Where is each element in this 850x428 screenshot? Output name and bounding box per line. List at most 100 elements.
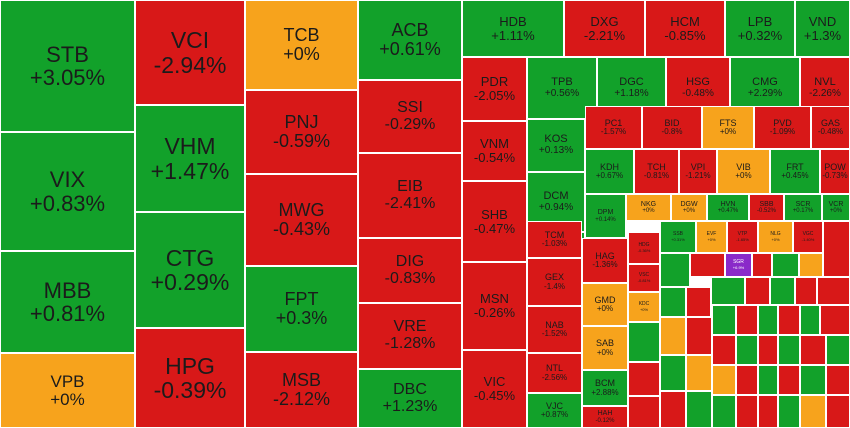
tile-change: +1.11% — [491, 27, 535, 43]
heatmap-tile-nlg[interactable]: NLG +0% — [758, 221, 793, 253]
heatmap-tile-nab[interactable]: NAB -1.52% — [527, 306, 582, 353]
heatmap-tile-hdb[interactable]: HDB +1.11% — [462, 0, 564, 57]
heatmap-tile-kdc[interactable]: KDC +0% — [628, 292, 660, 322]
tile-ticker: HAG — [595, 250, 615, 261]
heatmap-tile-dbc[interactable]: DBC +1.23% — [358, 369, 462, 428]
heatmap-tile-vix[interactable]: VIX +0.83% — [0, 132, 135, 251]
heatmap-minor-tile — [778, 335, 800, 365]
heatmap-tile-tpb[interactable]: TPB +0.56% — [527, 57, 597, 119]
heatmap-tile-fts[interactable]: FTS +0% — [702, 106, 754, 149]
heatmap-tile-ssb[interactable]: SSB +0.31% — [660, 221, 696, 253]
tile-change: -0.59% — [272, 131, 331, 151]
heatmap-tile-bid[interactable]: BID -0.8% — [642, 106, 702, 149]
heatmap-tile-ctg[interactable]: CTG +0.29% — [135, 212, 245, 328]
heatmap-tile-dpm[interactable]: DPM +0.14% — [585, 194, 626, 238]
heatmap-tile-dig[interactable]: DIG -0.83% — [358, 238, 462, 303]
tile-change: -0.45% — [473, 388, 516, 403]
heatmap-tile-tcm[interactable]: TCM -1.03% — [527, 221, 582, 258]
heatmap-tile-msb[interactable]: MSB -2.12% — [245, 352, 358, 428]
heatmap-tile-pc1[interactable]: PC1 -1.57% — [585, 106, 642, 149]
heatmap-tile-nkg[interactable]: NKG +0% — [626, 194, 671, 221]
heatmap-tile-pow[interactable]: POW -0.73% — [820, 149, 850, 194]
heatmap-tile-eib[interactable]: EIB -2.41% — [358, 153, 462, 238]
heatmap-tile-vib[interactable]: VIB +0% — [717, 149, 770, 194]
tile-change: -0.26% — [473, 305, 516, 320]
heatmap-tile-hcm[interactable]: HCM -0.85% — [645, 0, 725, 57]
heatmap-tile-hpg[interactable]: HPG -0.39% — [135, 328, 245, 428]
heatmap-tile-vgc[interactable]: VGC -1.40% — [793, 221, 823, 253]
heatmap-tile-ssi[interactable]: SSI -0.29% — [358, 80, 462, 153]
tile-change: -1.21% — [685, 171, 711, 181]
heatmap-tile-vtp[interactable]: VTP -1.65% — [727, 221, 758, 253]
heatmap-tile-lpb[interactable]: LPB +0.32% — [725, 0, 795, 57]
heatmap-tile-pvd[interactable]: PVD -1.09% — [754, 106, 811, 149]
heatmap-tile-stb[interactable]: STB +3.05% — [0, 0, 135, 132]
tile-change: -1.65% — [736, 236, 749, 242]
tile-change: -2.94% — [153, 51, 227, 78]
heatmap-tile-vpi[interactable]: VPI -1.21% — [679, 149, 717, 194]
tile-ticker: VPB — [50, 371, 85, 391]
tile-change: -1.09% — [769, 127, 796, 137]
heatmap-tile-sab[interactable]: SAB +0% — [582, 326, 628, 370]
heatmap-tile-sgr[interactable]: SGR +6.9% — [725, 253, 752, 277]
tile-ticker: FPT — [284, 289, 319, 310]
heatmap-tile-frt[interactable]: FRT +0.45% — [770, 149, 820, 194]
heatmap-tile-dgw[interactable]: DGW +0% — [671, 194, 707, 221]
heatmap-tile-pnj[interactable]: PNJ -0.59% — [245, 90, 358, 174]
heatmap-tile-evf[interactable]: EVF +0% — [696, 221, 727, 253]
heatmap-tile-vci[interactable]: VCI -2.94% — [135, 0, 245, 105]
tile-change: +1.23% — [382, 397, 438, 415]
tile-change: -2.56% — [541, 372, 568, 382]
heatmap-tile-fpt[interactable]: FPT +0.3% — [245, 266, 358, 352]
heatmap-tile-vjc[interactable]: VJC +0.87% — [527, 393, 582, 428]
heatmap-tile-vnm[interactable]: VNM -0.54% — [462, 121, 527, 181]
heatmap-tile-mbb[interactable]: MBB +0.81% — [0, 251, 135, 353]
heatmap-tile-gex[interactable]: GEX -1.4% — [527, 258, 582, 306]
tile-ticker: SSB — [672, 231, 683, 238]
tile-change: +1.3% — [803, 27, 842, 43]
heatmap-tile-vic[interactable]: VIC -0.45% — [462, 350, 527, 428]
tile-change: -0.73% — [822, 171, 848, 181]
heatmap-tile-hdg[interactable]: HDG -0.36% — [628, 232, 660, 264]
heatmap-minor-tile — [758, 335, 778, 365]
heatmap-tile-vcr[interactable]: VCR +0% — [822, 194, 850, 221]
heatmap-minor-tile — [736, 335, 758, 365]
heatmap-tile-msn[interactable]: MSN -0.26% — [462, 262, 527, 350]
heatmap-tile-vsc[interactable]: VSC -0.81% — [628, 264, 660, 292]
heatmap-tile-vre[interactable]: VRE -1.28% — [358, 303, 462, 369]
heatmap-tile-vpb[interactable]: VPB +0% — [0, 353, 135, 428]
tile-ticker: KDC — [638, 301, 650, 308]
heatmap-tile-ntl[interactable]: NTL -2.56% — [527, 353, 582, 393]
tile-ticker: DGW — [680, 200, 698, 208]
tile-change: -1.57% — [600, 127, 627, 137]
heatmap-tile-hah[interactable]: HAH -0.12% — [582, 406, 628, 428]
tile-change: -0.85% — [664, 27, 706, 43]
heatmap-minor-tile — [686, 391, 712, 428]
heatmap-tile-sbb[interactable]: SBB -0.52% — [749, 194, 784, 221]
heatmap-tile-pdr[interactable]: PDR -2.05% — [462, 57, 527, 121]
heatmap-tile-tch[interactable]: TCH -0.81% — [634, 149, 679, 194]
heatmap-tile-hvn[interactable]: HVN +0.47% — [707, 194, 749, 221]
heatmap-tile-scr[interactable]: SCR +0.17% — [784, 194, 822, 221]
heatmap-tile-tcb[interactable]: TCB +0% — [245, 0, 358, 90]
heatmap-tile-acb[interactable]: ACB +0.61% — [358, 0, 462, 80]
tile-change: +0% — [682, 208, 696, 215]
heatmap-tile-kdh[interactable]: KDH +0.67% — [585, 149, 634, 194]
tile-ticker: TCB — [283, 25, 320, 46]
tile-ticker: DCM — [543, 189, 569, 202]
heatmap-tile-gas[interactable]: GAS -0.48% — [811, 106, 850, 149]
heatmap-minor-tile — [770, 277, 795, 305]
heatmap-minor-tile — [686, 287, 711, 317]
tile-change: -1.52% — [541, 329, 568, 339]
heatmap-minor-tile — [712, 335, 736, 365]
heatmap-tile-shb[interactable]: SHB -0.47% — [462, 181, 527, 262]
heatmap-tile-vnd[interactable]: VND +1.3% — [795, 0, 850, 57]
heatmap-tile-vhm[interactable]: VHM +1.47% — [135, 105, 245, 212]
heatmap-tile-kos[interactable]: KOS +0.13% — [527, 119, 585, 172]
heatmap-tile-bcm[interactable]: BCM +2.88% — [582, 370, 628, 406]
heatmap-tile-dxg[interactable]: DXG -2.21% — [564, 0, 645, 57]
heatmap-tile-hag[interactable]: HAG -1.36% — [582, 238, 628, 283]
heatmap-tile-gmd[interactable]: GMD +0% — [582, 283, 628, 326]
tile-ticker: VCI — [170, 27, 210, 54]
heatmap-tile-mwg[interactable]: MWG -0.43% — [245, 174, 358, 266]
